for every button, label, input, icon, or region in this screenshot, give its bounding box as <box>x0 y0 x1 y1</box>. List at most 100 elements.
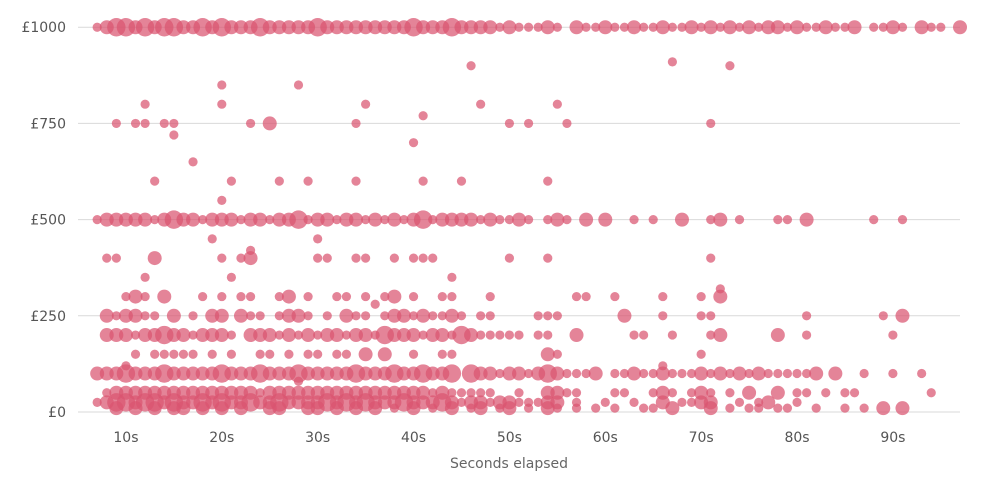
data-point <box>773 403 783 413</box>
data-point <box>351 253 361 263</box>
data-point <box>751 366 766 381</box>
data-point <box>897 215 908 225</box>
data-point <box>667 330 677 340</box>
data-point <box>341 330 352 340</box>
data-point <box>437 291 447 302</box>
data-point <box>579 212 594 227</box>
data-point <box>562 388 572 398</box>
data-point <box>495 330 505 340</box>
data-point <box>214 401 229 416</box>
data-point <box>770 328 785 343</box>
data-point <box>648 368 658 379</box>
data-point <box>543 311 553 321</box>
y-tick-label: £1000 <box>21 20 66 36</box>
data-point <box>322 253 332 263</box>
data-point <box>92 215 102 225</box>
data-point <box>926 22 936 32</box>
data-point <box>159 349 169 359</box>
data-point <box>226 349 236 359</box>
data-point <box>504 253 515 263</box>
data-point <box>214 212 229 227</box>
data-point <box>109 401 124 416</box>
data-point <box>658 291 668 302</box>
data-point <box>562 368 572 379</box>
data-point <box>224 366 239 381</box>
data-point <box>684 20 699 35</box>
data-point <box>351 176 361 186</box>
data-point <box>885 20 900 35</box>
data-point <box>341 291 352 302</box>
data-point <box>674 212 689 227</box>
data-point <box>725 388 735 398</box>
data-point <box>442 364 462 383</box>
data-point <box>408 311 419 321</box>
data-point <box>639 22 649 32</box>
data-point <box>476 330 486 340</box>
data-point <box>953 20 967 35</box>
data-point <box>859 368 869 379</box>
data-point <box>150 349 160 359</box>
data-point <box>233 401 248 416</box>
data-point <box>725 403 735 413</box>
data-point <box>281 308 296 323</box>
data-point <box>591 403 601 413</box>
data-point <box>818 20 833 35</box>
data-point <box>485 291 495 302</box>
data-point <box>694 385 709 400</box>
data-point <box>773 368 783 379</box>
data-point <box>320 212 335 227</box>
data-point <box>233 20 248 35</box>
data-point <box>495 403 505 413</box>
data-point <box>408 253 419 263</box>
data-point <box>380 215 390 225</box>
data-point <box>502 401 517 416</box>
data-point <box>447 349 457 359</box>
data-point <box>310 212 325 227</box>
y-tick-label: £750 <box>30 116 66 132</box>
data-point <box>811 22 821 32</box>
data-point <box>811 403 821 413</box>
data-point <box>418 111 428 121</box>
data-point <box>713 212 728 227</box>
data-point <box>118 328 133 343</box>
data-point <box>629 215 639 225</box>
data-point <box>610 22 620 32</box>
data-point <box>166 308 181 323</box>
x-tick-label: 80s <box>784 430 809 446</box>
data-point <box>349 328 364 343</box>
data-point <box>109 328 124 343</box>
data-point <box>696 349 706 359</box>
data-point <box>128 289 143 304</box>
x-axis-title: Seconds elapsed <box>450 456 568 472</box>
data-point <box>610 291 620 302</box>
data-point <box>802 22 812 32</box>
data-point <box>291 308 306 323</box>
data-point <box>914 20 929 35</box>
data-point <box>476 99 486 109</box>
data-point <box>262 401 277 416</box>
data-point <box>648 22 658 32</box>
data-point <box>667 57 677 67</box>
data-point <box>533 22 543 32</box>
data-point <box>358 328 373 343</box>
data-point <box>936 22 946 32</box>
data-point <box>627 366 642 381</box>
data-point <box>476 311 486 321</box>
data-point <box>253 212 268 227</box>
data-point <box>349 401 364 416</box>
data-point <box>413 210 433 229</box>
data-point <box>437 311 447 321</box>
data-point <box>514 330 524 340</box>
data-point <box>159 118 169 129</box>
data-point <box>849 388 860 398</box>
data-point <box>111 311 121 321</box>
y-tick-label: £500 <box>30 213 66 229</box>
data-point <box>598 20 613 35</box>
data-point <box>99 328 114 343</box>
data-point <box>293 376 304 386</box>
data-point <box>770 20 785 35</box>
data-point <box>502 366 517 381</box>
data-point <box>713 328 728 343</box>
data-point <box>435 212 450 227</box>
